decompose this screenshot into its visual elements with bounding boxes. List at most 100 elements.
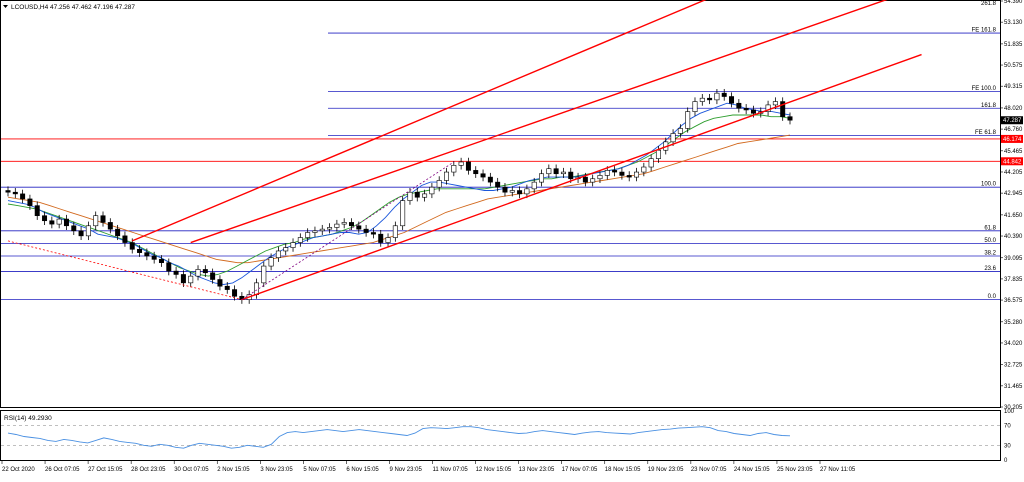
candle-body — [473, 170, 479, 175]
date-tick-label: 9 Nov 23:05 — [389, 467, 422, 473]
price-tick-label: 37.835 — [1004, 277, 1023, 283]
price-tick-label: 41.650 — [1004, 213, 1023, 219]
candle-body — [253, 282, 259, 295]
candle-body — [392, 225, 398, 238]
price-tick-label: 36.575 — [1004, 298, 1023, 304]
fib-level-label: FE 61.8 — [975, 130, 997, 136]
candle-body — [261, 265, 267, 284]
candle-body — [129, 242, 135, 250]
date-tick-label: 11 Nov 07:05 — [433, 467, 469, 473]
candle-body — [729, 96, 735, 104]
candle-body — [568, 171, 574, 180]
candle-body — [692, 101, 698, 112]
rsi-title: RSI(14) 49.2930 — [4, 415, 52, 422]
channel-lower-line — [241, 53, 922, 301]
candle-body — [560, 171, 566, 175]
fib-level-label: 61.8 — [984, 225, 996, 231]
fib-level-label: FE 161.8 — [972, 28, 997, 34]
date-tick-label: 3 Nov 23:05 — [260, 467, 293, 473]
date-tick-label: 30 Oct 07:05 — [174, 467, 209, 473]
candle-body — [685, 111, 691, 129]
candle-body — [531, 181, 537, 190]
fib-level-label: FE 100.0 — [972, 86, 997, 92]
price-tick-label: 34.020 — [1004, 341, 1023, 347]
date-tick-label: 27 Oct 15:05 — [88, 467, 123, 473]
candle-body — [743, 107, 749, 111]
price-tick-label: 53.130 — [1004, 20, 1023, 26]
candle-body — [195, 269, 201, 277]
candle-body — [144, 252, 150, 257]
rsi-plot-frame — [0, 410, 1001, 461]
fib-level-label: 23.6 — [984, 266, 996, 272]
candle-body — [648, 158, 654, 168]
triangle-down-icon[interactable] — [3, 5, 8, 8]
candle-body — [137, 248, 143, 253]
candle-body — [107, 222, 113, 230]
candle-body — [20, 193, 26, 200]
candle-body — [290, 242, 296, 248]
candle-body — [312, 230, 318, 233]
candle-body — [224, 285, 230, 290]
candle-body — [100, 215, 106, 223]
candle-body — [626, 175, 632, 178]
price-tick-label: 46.760 — [1004, 127, 1023, 133]
date-tick-label: 18 Nov 15:05 — [605, 467, 641, 473]
candle-body — [93, 215, 99, 227]
price-tick-label: 35.280 — [1004, 320, 1023, 326]
candle-body — [122, 235, 128, 243]
price-tick-label: 31.465 — [1004, 384, 1023, 390]
date-tick-label: 6 Nov 15:05 — [346, 467, 379, 473]
candle-body — [451, 165, 457, 173]
candle-body — [539, 173, 545, 183]
candle-body — [85, 225, 91, 237]
candle-body — [750, 109, 756, 114]
date-tick-label: 27 Nov 11:05 — [820, 467, 856, 473]
candle-body — [509, 190, 515, 193]
candle-body — [465, 161, 471, 171]
date-tick-label: 12 Nov 15:05 — [476, 467, 512, 473]
rsi-tick-label: 30 — [1004, 443, 1011, 449]
candle-body — [502, 186, 508, 193]
candle-body — [517, 190, 523, 195]
price-tick-label: 30.205 — [1004, 405, 1023, 411]
candle-body — [736, 102, 742, 109]
candle-body — [327, 227, 333, 230]
date-tick-label: 13 Nov 23:05 — [519, 467, 555, 473]
candle-body — [714, 92, 720, 101]
candle-body — [385, 237, 391, 243]
candle-body — [597, 175, 603, 180]
candle-body — [772, 101, 778, 106]
candle-body — [268, 257, 274, 267]
candle-body — [356, 225, 362, 230]
candle-body — [27, 198, 33, 206]
date-tick-label: 26 Oct 07:05 — [45, 467, 80, 473]
candle-body — [721, 92, 727, 97]
candle-body — [604, 170, 610, 176]
candle-body — [458, 161, 464, 166]
candle-body — [173, 270, 179, 275]
price-tick-label: 49.315 — [1004, 84, 1023, 90]
candle-body — [634, 171, 640, 178]
pivot-dashed-line — [7, 240, 242, 301]
candle-body — [217, 279, 223, 287]
candle-body — [188, 275, 194, 284]
date-tick-label: 28 Oct 23:05 — [131, 467, 166, 473]
level-price-tag — [1001, 134, 1023, 143]
candle-body — [151, 255, 157, 260]
current-price-tag — [1001, 116, 1023, 125]
price-tick-label: 32.725 — [1004, 363, 1023, 369]
price-tick-label: 39.095 — [1004, 256, 1023, 262]
candle-body — [341, 222, 347, 225]
date-tick-label: 23 Nov 07:05 — [691, 467, 727, 473]
price-tick-label: 48.020 — [1004, 106, 1023, 112]
candle-body — [202, 269, 208, 274]
candle-body — [63, 218, 69, 227]
candle-body — [553, 168, 559, 175]
channel-upper-line — [131, 0, 707, 242]
price-tick-label: 45.465 — [1004, 149, 1023, 155]
candle-body — [166, 262, 172, 272]
rsi-line — [7, 426, 791, 449]
candle-body — [524, 188, 530, 195]
